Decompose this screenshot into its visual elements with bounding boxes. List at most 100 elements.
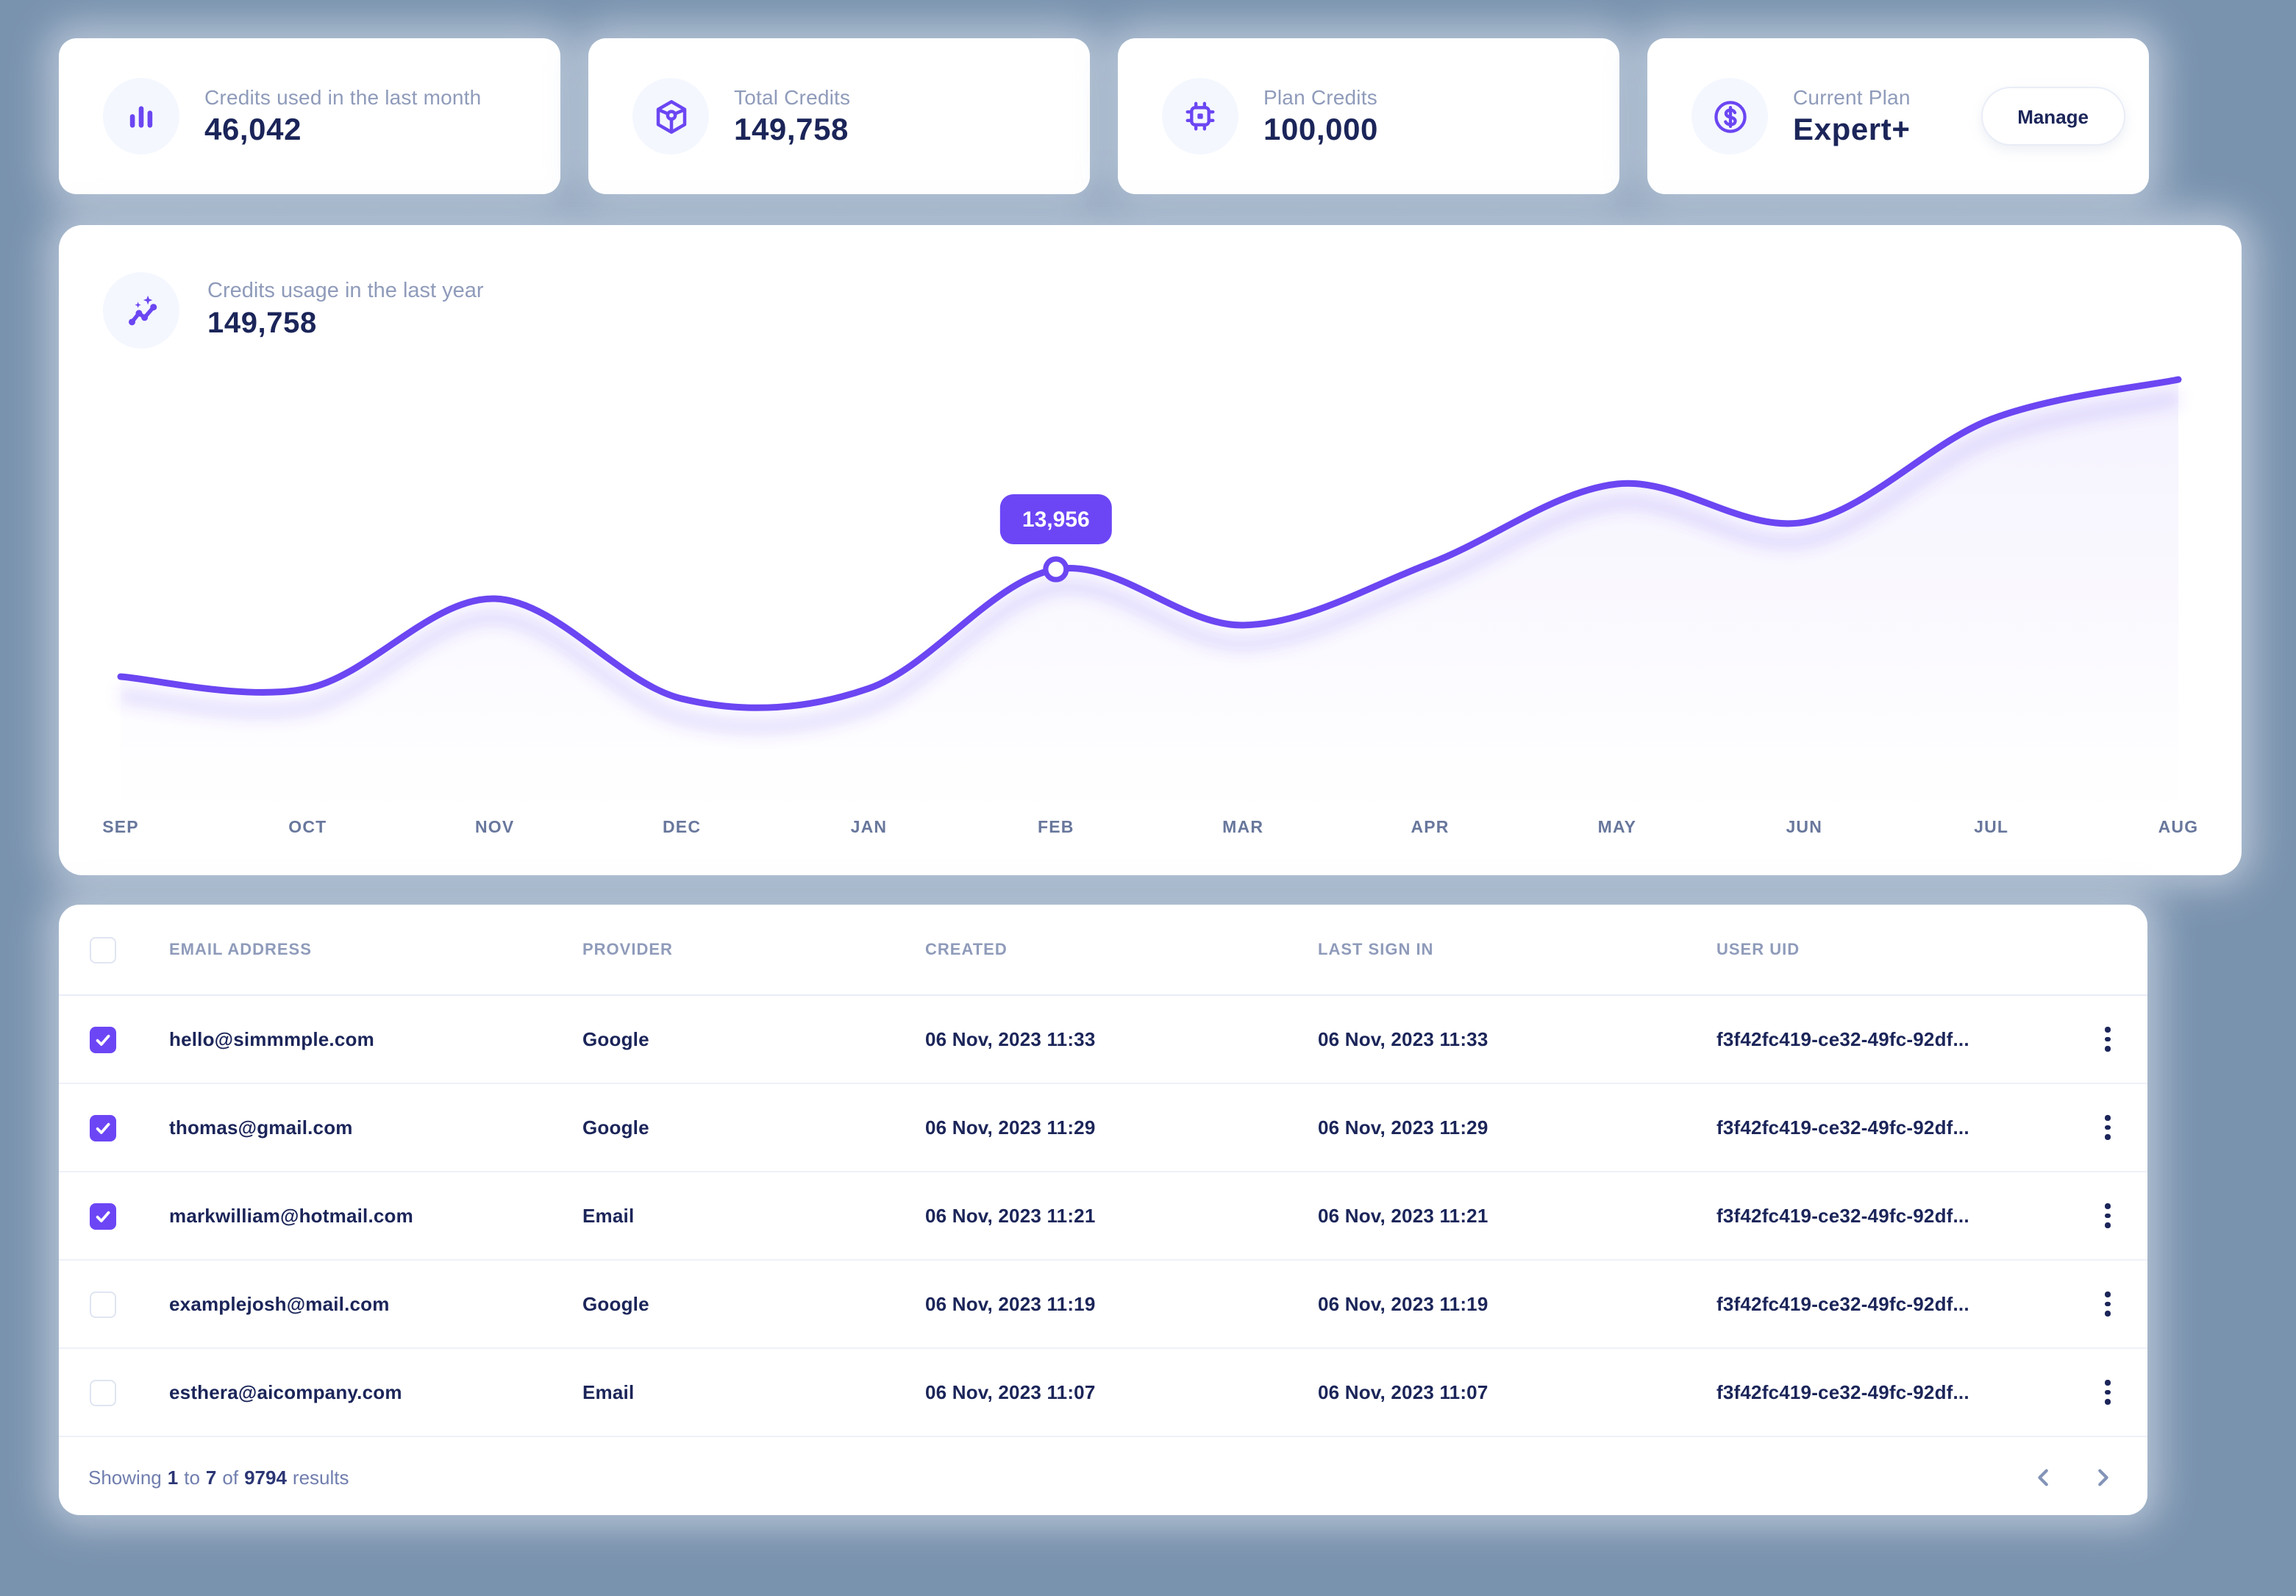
stat-label: Total Credits — [734, 85, 851, 108]
cube-icon — [632, 78, 709, 154]
created-cell: 06 Nov, 2023 11:33 — [925, 1028, 1096, 1050]
user-uid-cell: f3f42fc419-ce32-49fc-92df... — [1716, 1205, 1969, 1227]
stat-text: Total Credits 149,758 — [734, 85, 850, 148]
row-menu-button[interactable] — [2089, 1285, 2127, 1323]
month-label: JUN — [1786, 819, 1823, 837]
table-footer: Showing 1 to 7 of 9794 results — [59, 1439, 2147, 1515]
row-checkbox[interactable] — [90, 1291, 116, 1317]
row-menu-button[interactable] — [2089, 1197, 2127, 1235]
stat-card: Current Plan Expert+ Manage — [1647, 38, 2149, 194]
credits-usage-card: Credits usage in the last year 149,758 1… — [59, 225, 2242, 875]
next-page-button[interactable] — [2089, 1464, 2115, 1490]
created-cell: 06 Nov, 2023 11:21 — [925, 1205, 1096, 1227]
chart-total-value: 149,758 — [207, 307, 317, 340]
month-label: MAR — [1222, 819, 1264, 837]
footer-text: results — [292, 1466, 349, 1488]
pagination — [2030, 1464, 2115, 1490]
provider-cell: Google — [582, 1116, 649, 1139]
last-sign-in-cell: 06 Nov, 2023 11:33 — [1318, 1028, 1489, 1050]
footer-text: Showing — [88, 1466, 162, 1488]
column-header: EMAIL ADDRESS — [169, 941, 312, 958]
month-label: DEC — [662, 819, 702, 837]
last-sign-in-cell: 06 Nov, 2023 11:07 — [1318, 1381, 1489, 1403]
stat-label: Plan Credits — [1263, 85, 1377, 108]
stat-value: 149,758 — [734, 113, 849, 146]
provider-cell: Google — [582, 1293, 649, 1315]
chart-tooltip: 13,956 — [999, 494, 1112, 544]
column-header: CREATED — [925, 941, 1008, 958]
chart-line-shadow — [120, 392, 2180, 734]
credits-line-chart: 13,956 — [117, 376, 2182, 813]
chart-line — [117, 376, 2182, 711]
last-sign-in-cell: 06 Nov, 2023 11:19 — [1318, 1293, 1489, 1315]
users-table-card: EMAIL ADDRESS PROVIDER CREATED LAST SIGN IN… — [59, 905, 2147, 1515]
row-checkbox[interactable] — [90, 1203, 116, 1229]
chip-icon — [1162, 78, 1238, 154]
chart-header: Credits usage in the last year 149,758 — [103, 272, 484, 349]
stats-row: Credits used in the last month 46,042 To… — [59, 38, 2149, 194]
select-all-checkbox[interactable] — [90, 936, 116, 963]
column-header: USER UID — [1716, 941, 1800, 958]
user-uid-cell: f3f42fc419-ce32-49fc-92df... — [1716, 1293, 1969, 1315]
email-cell: examplejosh@mail.com — [169, 1293, 390, 1315]
stat-label: Current Plan — [1793, 85, 1911, 108]
stat-value: Expert+ — [1793, 113, 1911, 146]
month-label: NOV — [474, 819, 515, 837]
month-label: JUL — [1974, 819, 2009, 837]
row-checkbox[interactable] — [90, 1026, 116, 1052]
user-uid-cell: f3f42fc419-ce32-49fc-92df... — [1716, 1028, 1969, 1050]
row-menu-button[interactable] — [2089, 1020, 2127, 1058]
dollar-icon — [1691, 78, 1768, 154]
email-cell: markwilliam@hotmail.com — [169, 1205, 413, 1227]
stat-text: Credits used in the last month 46,042 — [204, 85, 481, 148]
chart-title: Credits usage in the last year — [207, 279, 484, 303]
month-label: OCT — [288, 819, 327, 837]
footer-text: to — [184, 1466, 200, 1488]
month-label: JAN — [850, 819, 888, 837]
row-checkbox[interactable] — [90, 1379, 116, 1406]
month-label: FEB — [1038, 819, 1074, 837]
user-uid-cell: f3f42fc419-ce32-49fc-92df... — [1716, 1381, 1969, 1403]
prev-page-button[interactable] — [2030, 1464, 2056, 1490]
user-uid-cell: f3f42fc419-ce32-49fc-92df... — [1716, 1116, 1969, 1139]
chart-marker — [1043, 556, 1069, 583]
table-row: markwilliam@hotmail.com Email 06 Nov, 2023… — [59, 1172, 2147, 1261]
footer-total: 9794 — [244, 1466, 287, 1488]
table-row: hello@simmmple.com Google 06 Nov, 2023 11:… — [59, 996, 2147, 1084]
last-sign-in-cell: 06 Nov, 2023 11:21 — [1318, 1205, 1489, 1227]
row-menu-button[interactable] — [2089, 1373, 2127, 1411]
footer-to: 7 — [205, 1466, 217, 1488]
table-header-row: EMAIL ADDRESS PROVIDER CREATED LAST SIGN IN… — [59, 905, 2147, 996]
stat-value: 46,042 — [204, 113, 302, 146]
table-row: esthera@aicompany.com Email 06 Nov, 2023 1… — [59, 1349, 2147, 1437]
table-body: hello@simmmple.com Google 06 Nov, 2023 11:… — [59, 996, 2147, 1437]
footer-text: of — [222, 1466, 239, 1488]
column-header: PROVIDER — [582, 941, 673, 958]
provider-cell: Email — [582, 1205, 635, 1227]
stat-card: Total Credits 149,758 — [588, 38, 1090, 194]
manage-button[interactable]: Manage — [1981, 87, 2125, 146]
stat-text: Current Plan Expert+ — [1793, 85, 1911, 148]
svg-text:13,956: 13,956 — [1022, 507, 1090, 532]
email-cell: esthera@aicompany.com — [169, 1381, 402, 1403]
created-cell: 06 Nov, 2023 11:29 — [925, 1116, 1096, 1139]
email-cell: hello@simmmple.com — [169, 1028, 374, 1050]
created-cell: 06 Nov, 2023 11:19 — [925, 1293, 1096, 1315]
last-sign-in-cell: 06 Nov, 2023 11:29 — [1318, 1116, 1489, 1139]
month-label: MAY — [1597, 819, 1637, 837]
row-menu-button[interactable] — [2089, 1108, 2127, 1147]
chart-header-text: Credits usage in the last year 149,758 — [207, 279, 484, 341]
stat-label: Credits used in the last month — [204, 85, 482, 108]
table-row: thomas@gmail.com Google 06 Nov, 2023 11:29… — [59, 1084, 2147, 1172]
provider-cell: Email — [582, 1381, 635, 1403]
row-checkbox[interactable] — [90, 1114, 116, 1141]
stat-card: Plan Credits 100,000 — [1118, 38, 1619, 194]
month-label: APR — [1411, 819, 1450, 837]
table-row: examplejosh@mail.com Google 06 Nov, 2023 1… — [59, 1261, 2147, 1349]
stat-value: 100,000 — [1263, 113, 1379, 146]
month-label: AUG — [2158, 819, 2199, 837]
provider-cell: Google — [582, 1028, 649, 1050]
month-label: SEP — [102, 819, 139, 837]
stat-text: Plan Credits 100,000 — [1263, 85, 1378, 148]
